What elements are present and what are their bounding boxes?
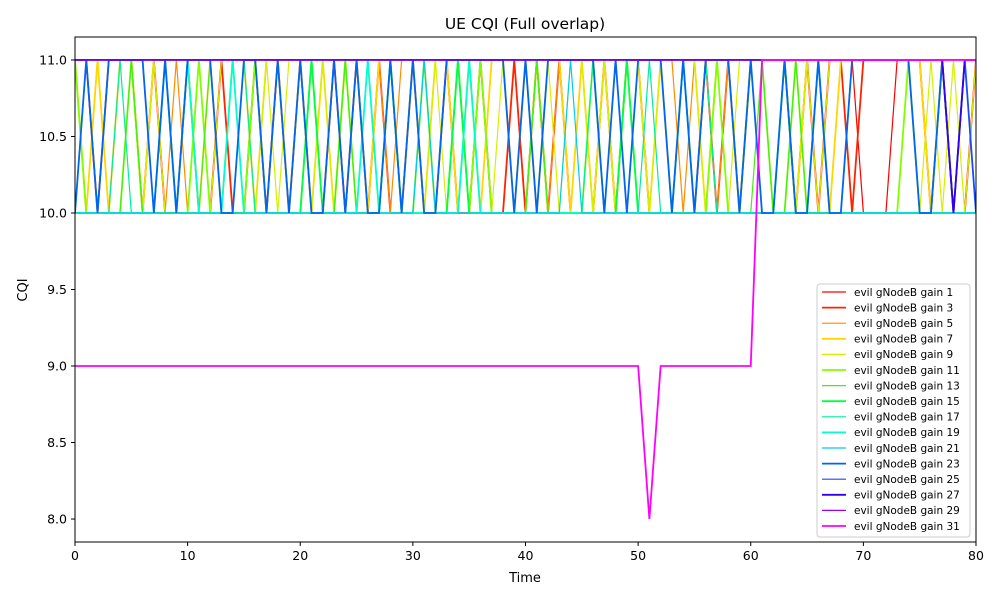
series-line-evil-gnodeb-gain-7 [75,59,976,214]
x-tick-label: 0 [71,548,79,563]
y-tick-label: 9.0 [47,359,67,374]
legend-label: evil gNodeB gain 1 [854,287,953,299]
series-line-evil-gnodeb-gain-5 [75,59,976,214]
series-line-evil-gnodeb-gain-31 [75,59,976,520]
series-line-evil-gnodeb-gain-11 [75,59,976,214]
series-line-evil-gnodeb-gain-21 [75,59,976,214]
legend-label: evil gNodeB gain 3 [854,302,953,314]
y-tick-label: 10.0 [39,205,67,220]
x-axis-label: Time [508,571,541,586]
x-tick-label: 50 [630,548,646,563]
chart-title: UE CQI (Full overlap) [445,15,605,33]
series-line-evil-gnodeb-gain-13 [75,59,976,214]
legend-label: evil gNodeB gain 5 [854,318,953,330]
legend-label: evil gNodeB gain 31 [854,521,960,533]
y-tick-label: 11.0 [39,52,67,67]
y-axis-label: CQI [16,278,31,301]
legend-label: evil gNodeB gain 29 [854,505,960,517]
legend-label: evil gNodeB gain 19 [854,427,960,439]
x-axis: 0 10 20 30 40 50 60 70 80 [71,542,984,563]
series-line-evil-gnodeb-gain-15 [75,59,976,214]
y-tick-label: 10.5 [39,129,67,144]
series-line-evil-gnodeb-gain-1 [75,59,976,214]
x-tick-label: 30 [405,548,421,563]
series-line-evil-gnodeb-gain-3 [75,59,976,214]
legend-label: evil gNodeB gain 15 [854,396,960,408]
legend: evil gNodeB gain 1 evil gNodeB gain 3 evil… [816,283,971,538]
legend-label: evil gNodeB gain 11 [854,365,960,377]
x-tick-label: 60 [743,548,759,563]
series-line-evil-gnodeb-gain-19 [75,59,976,214]
legend-label: evil gNodeB gain 27 [854,490,960,502]
x-tick-label: 80 [968,548,984,563]
series-line-evil-gnodeb-gain-25 [75,59,976,214]
x-tick-label: 20 [292,548,308,563]
legend-box [816,283,971,538]
legend-label: evil gNodeB gain 17 [854,412,960,424]
series-layer [75,59,976,520]
x-tick-label: 70 [855,548,871,563]
legend-label: evil gNodeB gain 23 [854,458,960,470]
y-tick-label: 8.5 [47,435,67,450]
x-tick-label: 40 [518,548,534,563]
y-tick-label: 9.5 [47,282,67,297]
legend-label: evil gNodeB gain 7 [854,334,953,346]
series-line-evil-gnodeb-gain-9 [75,59,976,214]
series-line-evil-gnodeb-gain-23 [75,59,976,214]
legend-label: evil gNodeB gain 13 [854,380,960,392]
legend-label: evil gNodeB gain 21 [854,443,960,455]
legend-label: evil gNodeB gain 9 [854,349,953,361]
legend-label: evil gNodeB gain 25 [854,474,960,486]
series-line-evil-gnodeb-gain-17 [75,59,976,214]
y-axis: 8.0 8.5 9.0 9.5 10.0 10.5 11.0 [39,52,75,527]
y-tick-label: 8.0 [47,512,67,527]
x-tick-label: 10 [180,548,196,563]
series-line-evil-gnodeb-gain-27 [75,59,976,214]
